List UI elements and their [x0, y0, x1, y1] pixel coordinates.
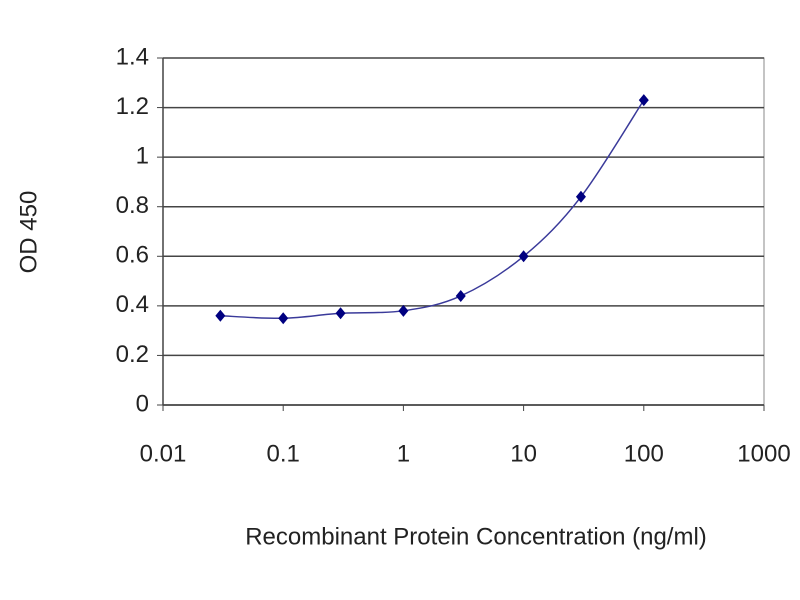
- data-point: [638, 94, 649, 107]
- y-tick-label: 1.2: [116, 93, 149, 120]
- x-tick-label: 1000: [737, 440, 790, 467]
- x-axis-label: Recombinant Protein Concentration (ng/ml…: [245, 523, 707, 550]
- y-tick-label: 0.6: [116, 242, 149, 269]
- data-point: [278, 312, 289, 325]
- data-point: [215, 309, 226, 322]
- x-tick-label: 10: [510, 440, 537, 467]
- data-point: [518, 250, 529, 263]
- x-tick-label: 1: [397, 440, 410, 467]
- data-point: [335, 307, 346, 320]
- y-tick-label: 0: [136, 390, 149, 417]
- x-tick-label: 0.01: [140, 440, 187, 467]
- data-point: [455, 289, 466, 302]
- y-tick-label: 0.2: [116, 341, 149, 368]
- y-axis-label: OD 450: [15, 191, 42, 274]
- data-point: [575, 190, 586, 203]
- y-tick-label: 1.4: [116, 43, 149, 70]
- plot-area: [162, 57, 765, 406]
- data-point: [398, 304, 409, 317]
- y-tick-label: 0.4: [116, 291, 149, 318]
- y-tick-label: 0.8: [116, 192, 149, 219]
- x-tick-label: 0.1: [267, 440, 300, 467]
- x-tick-label: 100: [624, 440, 664, 467]
- y-tick-label: 1: [136, 142, 149, 169]
